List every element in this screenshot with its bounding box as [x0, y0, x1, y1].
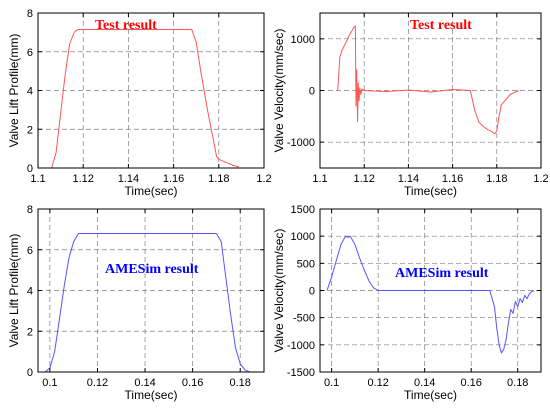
y-tick-label: -1000 [287, 340, 315, 352]
x-tick-label: 0.18 [229, 377, 250, 389]
x-tick-label: 0.1 [324, 377, 339, 389]
x-tick-label: 0.14 [414, 377, 435, 389]
x-tick-label: 0.16 [460, 377, 481, 389]
y-tick-label: 2 [27, 326, 33, 338]
x-tick-label: 1.16 [163, 173, 184, 185]
y-axis-label: Valve Velocity(mm/sec) [272, 29, 286, 153]
x-tick-label: 1.18 [208, 173, 229, 185]
x-tick-label: 0.14 [134, 377, 155, 389]
y-tick-label: 6 [27, 47, 33, 59]
series-line [326, 235, 535, 354]
y-axis-label: Valve Lift Profile(mm) [7, 234, 21, 348]
result-annotation: AMESim result [395, 266, 489, 281]
x-tick-label: 0.12 [87, 377, 108, 389]
x-tick-label: 1.12 [353, 173, 374, 185]
x-tick-label: 0.16 [182, 377, 203, 389]
y-tick-label: 4 [27, 86, 33, 98]
x-tick-label: 1.16 [442, 173, 463, 185]
x-tick-label: 0.1 [42, 377, 57, 389]
panel-bottom-right-amesim-velocity: 0.1 0.12 0.14 0.16 0.18 -1500 -1000 -500 0 500 100… [272, 204, 542, 402]
y-tick-label: -1000 [287, 137, 315, 149]
y-tick-label: 1500 [291, 204, 315, 216]
x-tick-label: 1.18 [486, 173, 507, 185]
y-tick-label: 4 [27, 286, 33, 298]
x-axis-label: Time(sec) [125, 184, 178, 198]
panel-bottom-left-amesim-lift: 0.1 0.12 0.14 0.16 0.18 0 2 4 6 8 Time(sec) Valve L… [7, 204, 265, 402]
y-tick-label: -500 [293, 313, 315, 325]
y-tick-label: 500 [297, 258, 315, 270]
result-annotation: Test result [410, 18, 472, 33]
x-tick-label: 0.18 [507, 377, 528, 389]
x-tick-label: 1.14 [398, 173, 419, 185]
x-axis-label: Time(sec) [125, 388, 178, 402]
y-tick-label: 0 [27, 367, 33, 379]
x-tick-label: 0.12 [367, 377, 388, 389]
x-tick-label: 1.14 [118, 173, 139, 185]
x-tick-label: 1.1 [312, 173, 327, 185]
series-line [337, 25, 520, 135]
x-tick-label: 1.1 [30, 173, 45, 185]
panel-top-right-test-velocity: 1.1 1.12 1.14 1.16 1.18 1.2 -1000 0 1000 Time(sec… [272, 12, 549, 198]
y-tick-label: 2 [27, 124, 33, 136]
result-annotation: Test result [95, 18, 157, 33]
panel-top-left-test-lift: 1.1 1.12 1.14 1.16 1.18 1.2 0 2 4 6 8 Time(sec) Valv… [7, 8, 272, 198]
y-axis-label: Valve Velocity(mm/sec) [272, 229, 286, 353]
y-tick-label: 0 [309, 286, 315, 298]
x-tick-label: 1.2 [256, 173, 271, 185]
series-line [38, 28, 240, 169]
y-tick-label: 0 [309, 86, 315, 98]
x-axis-label: Time(sec) [404, 388, 457, 402]
y-tick-label: -1500 [287, 367, 315, 379]
y-tick-label: 1000 [291, 34, 315, 46]
y-tick-label: 0 [27, 163, 33, 175]
x-tick-label: 1.12 [72, 173, 93, 185]
y-tick-label: 8 [27, 8, 33, 20]
y-tick-label: 6 [27, 245, 33, 257]
x-tick-label: 1.2 [533, 173, 548, 185]
x-axis-label: Time(sec) [404, 184, 457, 198]
series-line [44, 232, 250, 373]
result-annotation: AMESim result [105, 262, 199, 277]
y-tick-label: 1000 [291, 231, 315, 243]
y-axis-label: Valve Lift Profile(mm) [7, 34, 21, 148]
y-tick-label: 8 [27, 204, 33, 216]
